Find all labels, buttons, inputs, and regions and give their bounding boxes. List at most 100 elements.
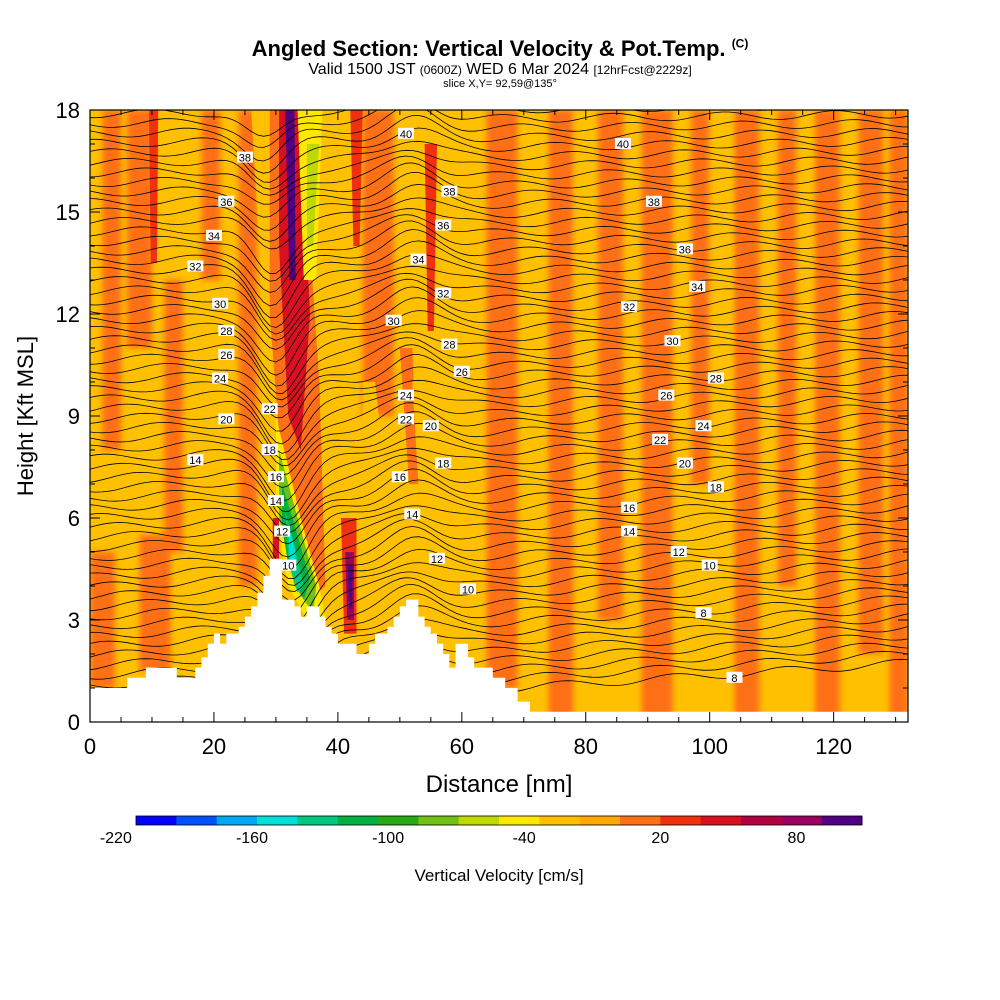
isentrope-label: 10: [701, 559, 718, 573]
isentrope-label-box: [205, 229, 222, 241]
isentrope-label: 18: [435, 457, 452, 471]
y-tick-label: 9: [68, 404, 80, 429]
isentrope-label: 40: [398, 127, 415, 141]
isentrope-label: 24: [398, 389, 415, 403]
isentrope-label-box: [453, 365, 470, 377]
isentrope-label-text: 18: [437, 459, 449, 471]
isentrope-label-box: [410, 253, 427, 265]
isentrope-line: [90, 265, 908, 335]
isentrope-label: 28: [218, 325, 235, 338]
isentrope-label-text: 30: [388, 316, 400, 328]
isentrope-label-box: [187, 454, 204, 466]
isentrope-label-box: [261, 444, 278, 455]
isentrope-label: 26: [218, 348, 235, 362]
isentrope-line: [90, 505, 908, 586]
isentrope-label-box: [435, 457, 452, 469]
isentrope-label-box: [212, 372, 229, 384]
isentrope-line: [90, 532, 908, 614]
colorbar-swatch: [418, 816, 460, 825]
isentrope-label-box: [695, 607, 712, 619]
isentrope-label-text: 28: [220, 326, 232, 338]
isentrope-label-text: 20: [679, 459, 691, 471]
isentrope-label: 32: [187, 260, 204, 273]
isentrope-line: [90, 374, 908, 454]
isentrope-line: [90, 429, 908, 513]
isentrope-label-box: [398, 413, 415, 425]
isentrope-label: 14: [621, 525, 638, 539]
isentrope-line: [90, 515, 908, 593]
chart-subtitle: Valid 1500 JST (0600Z) WED 6 Mar 2024 [1…: [0, 61, 1000, 79]
isentrope-label-box: [460, 583, 477, 595]
x-tick-label: 80: [574, 734, 598, 759]
isentrope-label-text: 26: [660, 391, 672, 403]
isentrope-line: [90, 468, 908, 545]
isentrope-label-box: [689, 280, 706, 292]
slice-info: slice X,Y= 92,59@135°: [443, 78, 557, 90]
x-tick-label: 20: [202, 734, 226, 759]
isentrope-label-text: 24: [214, 374, 226, 386]
isentrope-label-text: 36: [220, 197, 232, 209]
colorbar-swatch: [257, 816, 298, 825]
isentrope-label-box: [404, 508, 421, 520]
colorbar-tick-label: -160: [236, 830, 268, 847]
isentrope-line: [90, 240, 908, 318]
isentrope-label-text: 22: [264, 404, 276, 416]
isentrope-label-box: [645, 195, 662, 207]
isentrope-line: [90, 493, 908, 580]
isentrope-label-text: 10: [462, 584, 474, 596]
isentrope-label-box: [614, 138, 631, 149]
isentrope-label-text: 38: [648, 197, 660, 209]
isentrope-label-text: 18: [710, 482, 722, 494]
isentrope-label: 22: [652, 433, 669, 447]
isentrope-label: 28: [707, 372, 724, 386]
isentrope-line: [90, 485, 908, 571]
isentrope-label-text: 22: [400, 414, 412, 426]
isentrope-line: [90, 337, 908, 408]
isentrope-label-box: [187, 260, 204, 272]
isentrope-line: [90, 229, 908, 307]
isentrope-label: 32: [435, 287, 452, 301]
isentrope-label: 34: [410, 253, 427, 267]
isentrope-label-box: [280, 559, 297, 571]
velocity-band: [319, 110, 338, 314]
isentrope-label: 34: [689, 280, 706, 294]
isentrope-line: [90, 286, 908, 363]
y-tick-label: 12: [56, 302, 80, 327]
valid-time: Valid 1500 JST: [308, 61, 416, 78]
velocity-band: [201, 110, 221, 280]
velocity-band: [412, 382, 437, 586]
isentrope-line: [90, 127, 908, 183]
isentrope-label-text: 8: [700, 608, 706, 620]
colorbar-swatch: [458, 816, 500, 825]
isentrope-label-box: [695, 420, 712, 432]
velocity-band: [548, 110, 574, 722]
copyright-mark: (C): [731, 36, 749, 51]
isentrope-label: 14: [187, 454, 204, 467]
isentrope-line: [90, 140, 908, 190]
colorbar-swatch: [741, 816, 782, 825]
isentrope-line: [90, 110, 908, 162]
velocity-band: [573, 110, 586, 416]
isentrope-label-box: [621, 525, 638, 537]
valid-utc: (0600Z): [419, 63, 462, 77]
isentrope-line: [90, 208, 908, 275]
x-tick-label: 0: [84, 734, 96, 759]
isentrope-label: 12: [274, 525, 291, 539]
isentrope-label-box: [429, 552, 446, 564]
isentrope-label-box: [218, 325, 235, 336]
isentrope-label: 14: [404, 508, 421, 522]
colorbar-swatch: [216, 816, 258, 825]
isentrope-label: 38: [441, 185, 458, 199]
isentrope-label-text: 14: [270, 496, 282, 508]
isentrope-label-box: [658, 389, 675, 401]
plot-area: 40 40 38 38 38 36 36 36 34 34 34 32 32 32 30 30 30 28 28 28…: [90, 110, 908, 722]
isentrope-line: [90, 439, 908, 521]
isentrope-label-text: 12: [431, 554, 443, 566]
isentrope-label-text: 32: [189, 261, 201, 273]
isentrope-label-box: [441, 338, 458, 350]
velocity-band: [306, 144, 320, 246]
isentrope-label-text: 20: [425, 421, 437, 433]
isentrope-label-box: [435, 219, 452, 231]
isentrope-label: 14: [267, 495, 284, 508]
